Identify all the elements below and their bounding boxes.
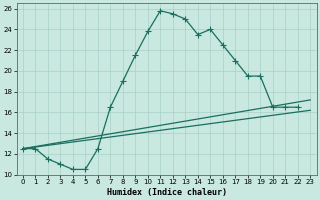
X-axis label: Humidex (Indice chaleur): Humidex (Indice chaleur): [107, 188, 227, 197]
